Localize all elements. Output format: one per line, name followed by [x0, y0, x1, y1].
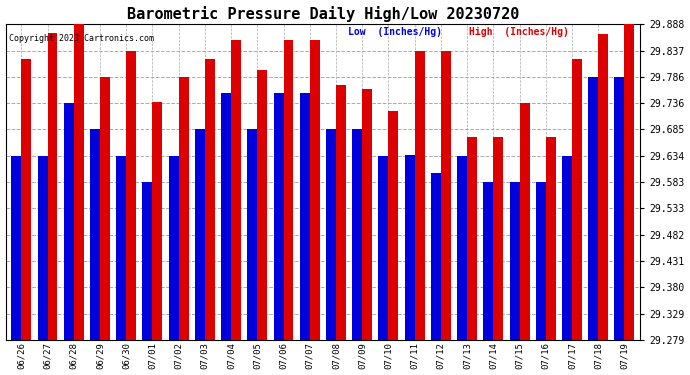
- Bar: [598, 34, 608, 340]
- Bar: [179, 77, 188, 340]
- Bar: [247, 129, 257, 340]
- Bar: [74, 24, 83, 340]
- Bar: [299, 93, 310, 340]
- Bar: [624, 24, 634, 340]
- Bar: [21, 59, 31, 340]
- Bar: [142, 182, 152, 340]
- Text: High  (Inches/Hg): High (Inches/Hg): [469, 27, 569, 37]
- Bar: [546, 137, 555, 340]
- Bar: [63, 103, 74, 340]
- Bar: [457, 156, 467, 340]
- Bar: [520, 103, 529, 340]
- Bar: [362, 89, 372, 340]
- Bar: [404, 155, 415, 340]
- Bar: [310, 40, 319, 340]
- Bar: [152, 102, 162, 340]
- Bar: [257, 70, 267, 340]
- Text: Copyright 2023 Cartronics.com: Copyright 2023 Cartronics.com: [9, 34, 154, 43]
- Bar: [284, 40, 293, 340]
- Bar: [536, 182, 546, 340]
- Bar: [195, 129, 205, 340]
- Bar: [589, 77, 598, 340]
- Bar: [168, 156, 179, 340]
- Bar: [273, 93, 284, 340]
- Bar: [126, 51, 136, 340]
- Bar: [326, 129, 336, 340]
- Bar: [37, 156, 48, 340]
- Bar: [100, 77, 110, 340]
- Bar: [572, 59, 582, 340]
- Bar: [11, 156, 21, 340]
- Bar: [90, 129, 100, 340]
- Bar: [388, 111, 398, 340]
- Bar: [336, 85, 346, 340]
- Bar: [116, 156, 126, 340]
- Text: Low  (Inches/Hg): Low (Inches/Hg): [348, 27, 442, 37]
- Bar: [205, 59, 215, 340]
- Bar: [484, 182, 493, 340]
- Bar: [352, 129, 362, 340]
- Bar: [378, 156, 388, 340]
- Bar: [221, 93, 231, 340]
- Bar: [615, 77, 624, 340]
- Bar: [493, 137, 503, 340]
- Bar: [431, 173, 441, 340]
- Bar: [231, 40, 241, 340]
- Title: Barometric Pressure Daily High/Low 20230720: Barometric Pressure Daily High/Low 20230…: [127, 6, 519, 21]
- Bar: [415, 51, 424, 340]
- Bar: [510, 182, 520, 340]
- Bar: [467, 137, 477, 340]
- Bar: [562, 156, 572, 340]
- Bar: [441, 51, 451, 340]
- Bar: [48, 33, 57, 340]
